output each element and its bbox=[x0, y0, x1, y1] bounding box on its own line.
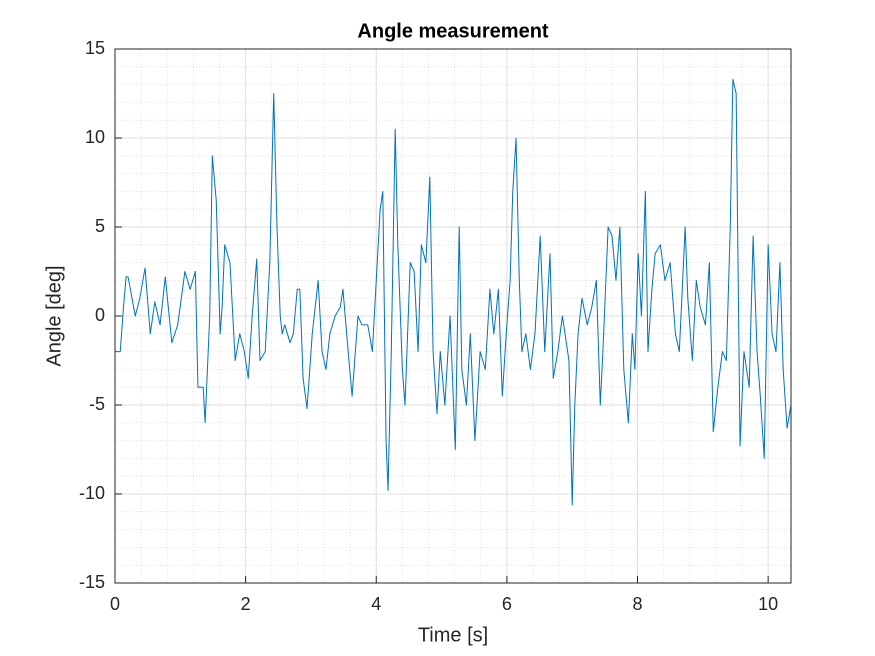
y-tick-label: -5 bbox=[89, 394, 105, 414]
y-axis-label: Angle [deg] bbox=[43, 265, 65, 366]
x-tick-label: 4 bbox=[371, 594, 381, 614]
x-tick-label: 2 bbox=[241, 594, 251, 614]
x-tick-label: 0 bbox=[110, 594, 120, 614]
x-axis-label: Time [s] bbox=[418, 624, 488, 646]
y-tick-label: 15 bbox=[85, 38, 105, 58]
y-tick-label: 0 bbox=[95, 305, 105, 325]
x-tick-label: 8 bbox=[633, 594, 643, 614]
x-tick-label: 10 bbox=[758, 594, 778, 614]
chart-title: Angle measurement bbox=[357, 20, 549, 42]
axes-box bbox=[114, 48, 792, 584]
y-tick-label: -15 bbox=[79, 572, 105, 592]
y-tick-label: 5 bbox=[95, 216, 105, 236]
x-tick-label: 6 bbox=[502, 594, 512, 614]
y-tick-label: -10 bbox=[79, 483, 105, 503]
y-tick-label: 10 bbox=[85, 127, 105, 147]
data-line bbox=[115, 78, 792, 506]
